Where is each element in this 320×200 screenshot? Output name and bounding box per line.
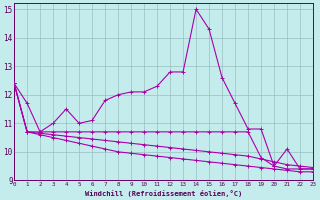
X-axis label: Windchill (Refroidissement éolien,°C): Windchill (Refroidissement éolien,°C) [85, 190, 242, 197]
